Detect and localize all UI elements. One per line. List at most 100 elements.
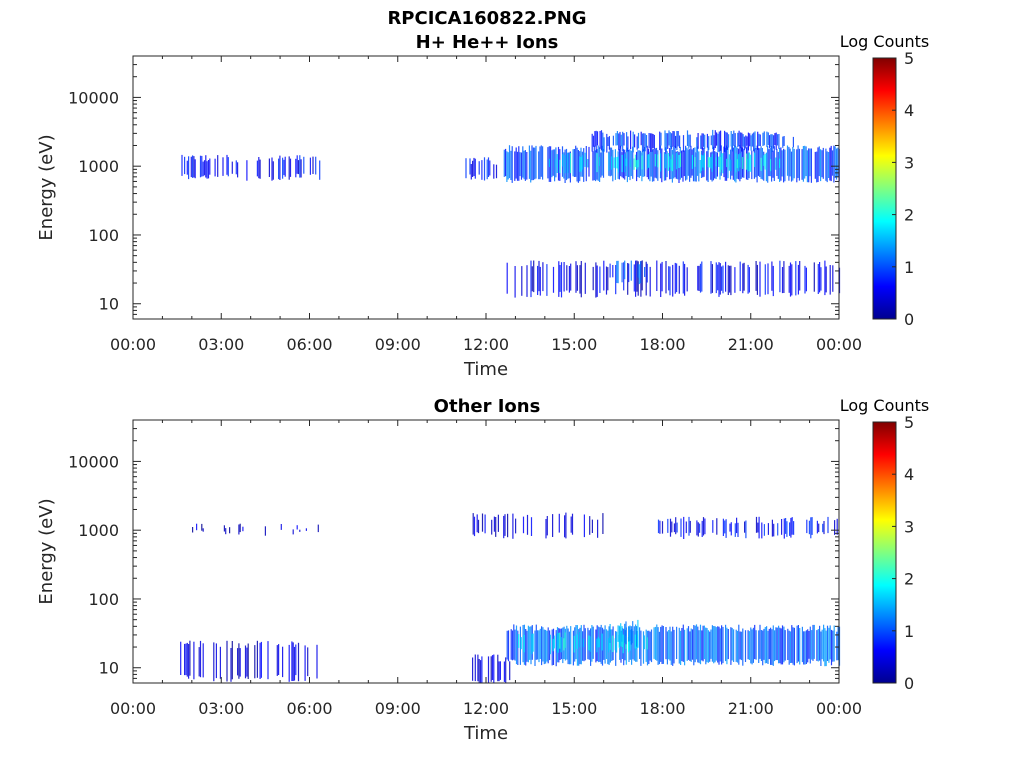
heatmap-cell	[645, 629, 647, 662]
heatmap-cell	[781, 519, 783, 535]
heatmap-cell	[667, 518, 669, 533]
heatmap-cell	[668, 630, 670, 660]
heatmap-cell	[780, 628, 782, 665]
heatmap-cell	[759, 134, 761, 147]
heatmap-cell	[683, 150, 685, 177]
heatmap-cell	[516, 151, 519, 181]
heatmap-cell	[612, 635, 614, 652]
heatmap-cell	[735, 153, 737, 173]
heatmap-cell	[751, 150, 753, 180]
heatmap-cell	[558, 261, 560, 297]
heatmap-cell	[712, 520, 714, 533]
heatmap-cell	[649, 133, 652, 152]
heatmap-cell	[625, 621, 627, 645]
heatmap-cell	[206, 161, 208, 179]
heatmap-cell	[576, 265, 578, 291]
heatmap-cell	[763, 524, 765, 536]
heatmap-cell	[299, 529, 301, 532]
heatmap-cell	[630, 626, 632, 645]
heatmap-cell	[297, 642, 300, 682]
heatmap-cell	[716, 152, 718, 177]
heatmap-cell	[817, 147, 819, 182]
heatmap-cell	[602, 132, 604, 152]
heatmap-cell	[506, 262, 508, 294]
x-tick-label: 15:00	[551, 335, 597, 354]
heatmap-cell	[744, 521, 746, 533]
heatmap-cell	[776, 149, 778, 176]
heatmap-cell	[746, 153, 748, 170]
heatmap-cell	[570, 516, 572, 533]
heatmap-cell	[531, 266, 533, 292]
heatmap-cell	[493, 654, 495, 683]
heatmap-cell	[595, 629, 597, 663]
heatmap-cell	[826, 151, 828, 183]
heatmap-cell	[260, 641, 262, 678]
heatmap-cell	[519, 626, 521, 665]
heatmap-cell	[810, 148, 812, 183]
heatmap-cell	[740, 631, 743, 661]
heatmap-cell	[292, 529, 294, 535]
colorbar-tick-label: 1	[904, 258, 914, 277]
heatmap-cell	[552, 514, 554, 537]
heatmap-cell	[671, 521, 673, 533]
heatmap-cell	[726, 132, 728, 150]
heatmap-cell	[620, 630, 622, 663]
heatmap-cell	[727, 147, 729, 179]
heatmap-cell	[782, 136, 784, 148]
heatmap-cell	[256, 640, 258, 678]
heatmap-cell	[660, 153, 662, 172]
heatmap-cell	[689, 520, 691, 533]
heatmap-cell	[791, 625, 793, 663]
heatmap-cell	[472, 160, 474, 177]
heatmap-data	[180, 512, 841, 683]
heatmap-cell	[201, 155, 203, 177]
heatmap-cell	[755, 261, 757, 291]
heatmap-cell	[288, 156, 290, 180]
x-tick-label: 12:00	[463, 335, 509, 354]
heatmap-cell	[661, 148, 663, 183]
heatmap-cell	[595, 262, 597, 298]
heatmap-cell	[695, 624, 698, 660]
heatmap-cell	[650, 629, 653, 663]
heatmap-cell	[643, 133, 645, 152]
heatmap-cell	[495, 164, 498, 179]
y-tick-label: 100	[88, 226, 119, 245]
heatmap-cell	[730, 522, 732, 536]
heatmap-cell	[804, 265, 806, 294]
heatmap-cell	[651, 133, 653, 152]
heatmap-cell	[283, 159, 285, 176]
heatmap-cell	[829, 147, 831, 181]
heatmap-cell	[523, 150, 525, 180]
heatmap-cell	[548, 158, 550, 167]
heatmap-cell	[747, 264, 749, 294]
heatmap-cell	[552, 266, 555, 293]
heatmap-cell	[791, 264, 793, 296]
heatmap-cell	[564, 632, 566, 648]
heatmap-cell	[618, 148, 620, 180]
heatmap-cell	[573, 635, 575, 653]
heatmap-cell	[498, 661, 500, 682]
heatmap-cell	[792, 147, 794, 181]
heatmap-cell	[646, 637, 648, 650]
heatmap-data	[181, 129, 841, 298]
heatmap-cell	[557, 146, 560, 181]
heatmap-cell	[503, 661, 505, 682]
heatmap-cell	[615, 133, 617, 146]
heatmap-cell	[654, 626, 657, 660]
heatmap-cell	[689, 631, 691, 661]
heatmap-cell	[633, 158, 635, 170]
heatmap-cell	[606, 133, 608, 153]
heatmap-cell	[537, 630, 539, 660]
heatmap-cell	[296, 155, 298, 174]
heatmap-cell	[603, 137, 605, 152]
heatmap-cell	[743, 149, 745, 178]
heatmap-cell	[818, 523, 820, 533]
heatmap-cell	[230, 648, 232, 682]
plot-area	[133, 56, 839, 319]
heatmap-cell	[820, 631, 822, 666]
heatmap-cell	[747, 158, 749, 172]
heatmap-cell	[509, 661, 511, 681]
heatmap-cell	[271, 157, 273, 181]
heatmap-cell	[599, 157, 601, 166]
heatmap-cell	[833, 145, 835, 183]
